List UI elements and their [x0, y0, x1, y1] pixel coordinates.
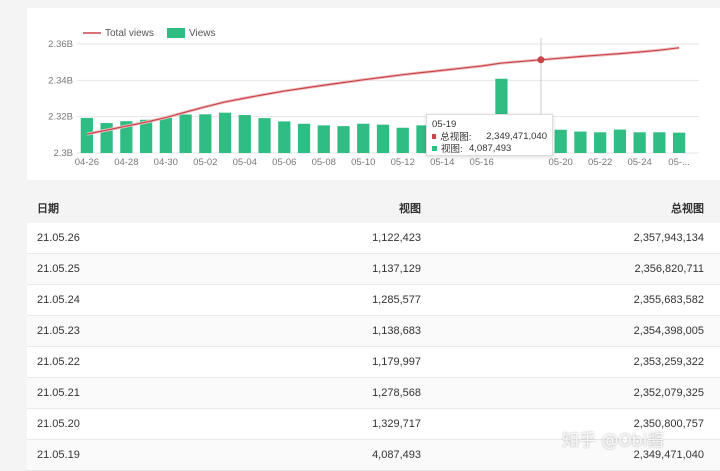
table-row: 21.05.23 1,138,683 2,354,398,005	[27, 316, 720, 347]
bar-views	[159, 117, 172, 153]
header-views[interactable]: 视图	[399, 202, 421, 215]
bar-views	[574, 131, 587, 153]
y-tick-label: 2.3B	[53, 148, 73, 159]
hover-point	[537, 56, 545, 64]
bar-views	[396, 127, 409, 153]
cell-total-views: 2,356,820,711	[634, 263, 704, 275]
bar-views	[613, 129, 627, 153]
legend-views: Views	[189, 28, 216, 39]
bar-views	[337, 126, 350, 153]
x-tick-label: 05-10	[351, 157, 375, 168]
tooltip-total-value: 2,349,471,040	[486, 130, 547, 142]
x-tick-label: 04-26	[75, 157, 99, 168]
cell-date: 21.05.23	[37, 325, 80, 337]
table-row: 21.05.25 1,137,129 2,356,820,711	[27, 254, 720, 285]
x-tick-label: 05-12	[391, 157, 415, 168]
x-tick-label: 05-06	[272, 157, 296, 168]
cell-total-views: 2,352,079,325	[633, 387, 704, 399]
table-row: 21.05.22 1,179,997 2,353,259,322	[27, 347, 720, 378]
views-chart: 2.3B 2.32B 2.34B 2.36B 04-26 04-28 04-30 05-02 0…	[48, 28, 699, 168]
cell-date: 21.05.19	[37, 449, 80, 461]
x-tick-label: 04-30	[154, 157, 178, 168]
x-tick-label: 05-02	[193, 157, 217, 168]
y-tick-label: 2.34B	[48, 75, 73, 86]
table-header: 日期 视图 总视图	[27, 192, 720, 223]
bar-views	[139, 119, 153, 153]
table-row: 21.05.21 1,278,568 2,352,079,325	[27, 378, 720, 409]
bar-views	[357, 123, 370, 153]
cell-total-views: 2,349,471,040	[633, 449, 704, 461]
line-total-views	[86, 47, 680, 135]
cell-total-views: 2,350,800,757	[633, 418, 704, 430]
legend-total-views: Total views	[105, 28, 154, 39]
table-row: 21.05.20 1,329,717 2,350,800,757	[27, 409, 720, 440]
bar-views	[594, 132, 607, 153]
header-date[interactable]: 日期	[37, 202, 59, 215]
bar-views	[297, 123, 311, 153]
line-total-views-shadow	[86, 46, 680, 136]
cell-total-views: 2,353,259,322	[633, 356, 704, 368]
x-tick-label: 05-24	[627, 157, 651, 168]
cell-date: 21.05.26	[37, 232, 80, 244]
cell-total-views: 2,354,398,005	[633, 325, 704, 337]
x-tick-label: 05-08	[312, 157, 336, 168]
cell-date: 21.05.24	[37, 294, 80, 306]
cell-views: 1,137,129	[372, 263, 421, 275]
x-tick-label: 05-04	[233, 157, 257, 168]
tooltip-total-label: 总视图:	[440, 132, 472, 143]
cell-date: 21.05.22	[37, 356, 80, 368]
header-total-views[interactable]: 总视图	[671, 202, 704, 215]
bar-views	[218, 112, 232, 153]
total-views-marker-icon	[432, 133, 437, 139]
y-tick-label: 2.32B	[48, 112, 73, 123]
cell-total-views: 2,355,683,582	[633, 294, 704, 306]
bar-views	[278, 121, 291, 153]
bar-views	[100, 123, 113, 153]
bar-views	[376, 124, 390, 153]
cell-total-views: 2,357,943,134	[633, 232, 704, 244]
bar-views	[653, 132, 666, 153]
chart-tooltip: 05-19 总视图: 2,349,471,040 视图: 4,087,493	[426, 114, 553, 156]
tooltip-date: 05-19	[432, 118, 457, 130]
views-table: 日期 视图 总视图 21.05.26 1,122,423 2,357,943,134…	[27, 192, 720, 471]
cell-views: 1,138,683	[372, 325, 421, 337]
table-row: 21.05.24 1,285,577 2,355,683,582	[27, 285, 720, 316]
bar-views	[416, 125, 429, 153]
views-marker-icon	[432, 145, 437, 151]
bar-views	[120, 121, 133, 153]
legend-bar-swatch	[167, 28, 185, 38]
x-tick-label: 04-28	[114, 157, 138, 168]
bar-views	[80, 117, 93, 153]
x-tick-label: 05-20	[549, 157, 573, 168]
cell-views: 1,278,568	[372, 387, 421, 399]
x-tick-label: 05-16	[470, 157, 494, 168]
cell-date: 21.05.20	[37, 418, 80, 430]
cell-date: 21.05.25	[37, 263, 80, 275]
x-tick-label: 05-22	[588, 157, 612, 168]
bar-views	[258, 118, 271, 153]
bar-views	[673, 132, 686, 153]
table-row: 21.05.26 1,122,423 2,357,943,134	[27, 223, 720, 254]
x-tick-label: 05-14	[430, 157, 454, 168]
bar-views	[179, 114, 192, 153]
cell-views: 1,122,423	[372, 232, 421, 244]
cell-views: 4,087,493	[372, 449, 421, 461]
bar-views	[554, 129, 567, 153]
cell-date: 21.05.21	[37, 387, 80, 399]
bar-views	[199, 114, 212, 153]
bar-views	[317, 125, 330, 153]
cell-views: 1,329,717	[372, 418, 421, 430]
table-row: 21.05.19 4,087,493 2,349,471,040	[27, 440, 720, 471]
tooltip-views-label: 视图:	[441, 144, 463, 155]
tooltip-views-value: 4,087,493	[469, 142, 512, 154]
cell-views: 1,179,997	[372, 356, 421, 368]
bar-views	[633, 132, 646, 153]
chart-card: 2.3B 2.32B 2.34B 2.36B 04-26 04-28 04-30 05-02 0…	[27, 8, 720, 180]
table-body: 21.05.26 1,122,423 2,357,943,134 21.05.25 1,…	[27, 223, 720, 471]
bar-views	[238, 115, 251, 153]
cell-views: 1,285,577	[372, 294, 421, 306]
x-tick-label: 05-...	[668, 157, 690, 168]
y-tick-label: 2.36B	[48, 39, 73, 50]
watermark: 知乎 @Obi酱	[562, 431, 665, 451]
